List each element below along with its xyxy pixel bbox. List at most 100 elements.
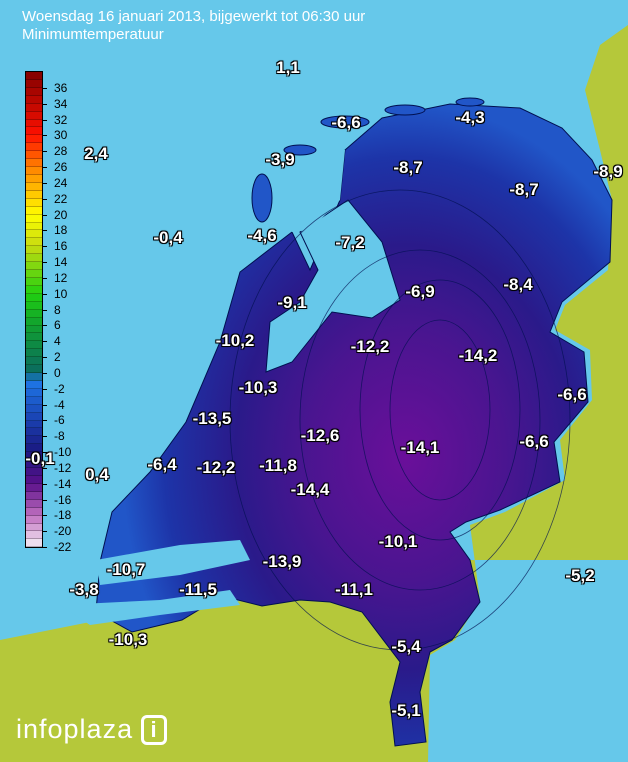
legend-tick-label: 18	[54, 223, 68, 238]
legend-swatch	[26, 79, 42, 88]
legend-tick	[42, 547, 47, 548]
legend-tick	[42, 151, 47, 153]
station-temperature-label: -8,9	[593, 162, 623, 181]
legend-swatch	[26, 499, 42, 508]
legend-tick	[42, 182, 47, 184]
station-temperature-label: -13,5	[192, 409, 232, 428]
legend-tick	[42, 293, 47, 295]
westerschelde	[60, 590, 240, 625]
wadden-sea	[270, 140, 345, 232]
legend-swatch	[26, 309, 42, 318]
legend-tick	[42, 499, 47, 501]
legend-swatch	[26, 87, 42, 96]
legend-tick-label: 12	[54, 270, 68, 285]
legend-tick-label: -16	[54, 492, 72, 507]
legend-tick-label: 0	[54, 365, 61, 380]
island-schiermonnikoog	[455, 97, 485, 107]
legend-tick	[42, 309, 47, 311]
isotherms	[229, 189, 571, 651]
legend-tick	[42, 246, 47, 248]
station-temperature-label: -10,1	[378, 532, 418, 551]
legend-swatch	[26, 111, 42, 120]
station-temperature-label: -5,1	[391, 701, 421, 720]
station-temperature-label: -14,2	[458, 346, 498, 365]
legend-swatch	[26, 476, 42, 484]
legend-swatch	[26, 206, 42, 215]
legend-swatch	[26, 468, 42, 477]
legend-tick-label: 26	[54, 160, 68, 174]
station-temperature-label: -14,4	[290, 480, 330, 499]
legend-tick-label: -10	[54, 445, 72, 459]
station-temperature-label: -8,4	[503, 275, 533, 294]
island-terschelling	[320, 115, 370, 129]
legend-swatch	[26, 531, 42, 540]
station-temperature-label: -6,6	[557, 385, 587, 404]
legend-swatch	[26, 262, 42, 271]
legend-swatch	[26, 135, 42, 144]
legend-swatch	[26, 254, 42, 263]
legend-swatch	[26, 341, 42, 350]
legend-swatch	[26, 420, 42, 429]
station-temperature-label: -0,1	[25, 449, 55, 468]
station-temperature-label: -6,4	[147, 455, 177, 474]
legend-swatch	[26, 119, 42, 128]
legend-swatch	[26, 238, 42, 247]
island-vlieland	[283, 144, 317, 156]
legend-tick	[42, 198, 47, 200]
legend-tick-label: 20	[54, 207, 68, 222]
zeeland-water	[96, 540, 250, 585]
legend-tick	[42, 467, 47, 469]
legend-tick-label: -20	[54, 524, 72, 539]
legend-tick-label: 24	[54, 175, 68, 190]
legend-swatch	[26, 380, 42, 389]
legend-tick-label: -4	[54, 397, 65, 412]
station-temperature-label: 1,1	[276, 58, 300, 77]
station-temperature-label: -12,2	[196, 458, 236, 477]
station-temperature-label: -6,6	[519, 432, 549, 451]
legend-swatch	[26, 491, 42, 500]
legend-tick-label: 34	[54, 96, 68, 111]
legend-tick-label: 14	[54, 255, 68, 269]
station-temperature-label: -8,7	[393, 158, 423, 177]
legend-swatch	[26, 507, 42, 516]
ijsselmeer	[265, 199, 401, 373]
station-temperature-label: -6,6	[331, 113, 361, 132]
legend-tick-label: 28	[54, 144, 68, 159]
legend-swatch	[26, 143, 42, 152]
legend-tick	[42, 420, 47, 422]
legend-swatch	[26, 246, 42, 255]
legend-tick	[42, 388, 47, 390]
legend-tick-label: 10	[54, 286, 68, 301]
legend-swatch	[26, 151, 42, 160]
netherlands	[95, 103, 613, 747]
legend-tick	[42, 515, 47, 517]
island-texel	[251, 173, 273, 223]
legend-tick-label: 16	[54, 239, 68, 254]
legend-swatch	[26, 72, 42, 80]
legend-swatch	[26, 444, 42, 453]
legend-swatch	[26, 396, 42, 405]
legend-tick-label: -18	[54, 508, 72, 523]
legend-tick	[42, 341, 47, 343]
legend-swatch	[26, 285, 42, 294]
map-subtitle: Minimumtemperatuur	[22, 26, 164, 43]
station-temperature-label: -13,9	[262, 552, 302, 571]
legend-swatch	[26, 293, 42, 302]
logo-i-icon: i	[141, 714, 168, 745]
legend-tick-label: -2	[54, 381, 65, 396]
legend-swatch	[26, 317, 42, 326]
legend-swatch	[26, 103, 42, 112]
legend-tick	[42, 372, 47, 374]
legend-swatch	[26, 349, 42, 358]
legend-tick	[42, 436, 47, 438]
legend-swatch	[26, 523, 42, 532]
legend-swatch	[26, 222, 42, 231]
legend-swatch	[26, 404, 42, 413]
legend-tick-label: -12	[54, 460, 72, 475]
station-temperature-label: -9,1	[277, 293, 307, 312]
legend-swatch	[26, 412, 42, 421]
station-temperature-label: -3,9	[265, 150, 295, 169]
legend-swatch	[26, 182, 42, 191]
legend-tick-label: 22	[54, 191, 68, 206]
legend-tick	[42, 230, 47, 232]
